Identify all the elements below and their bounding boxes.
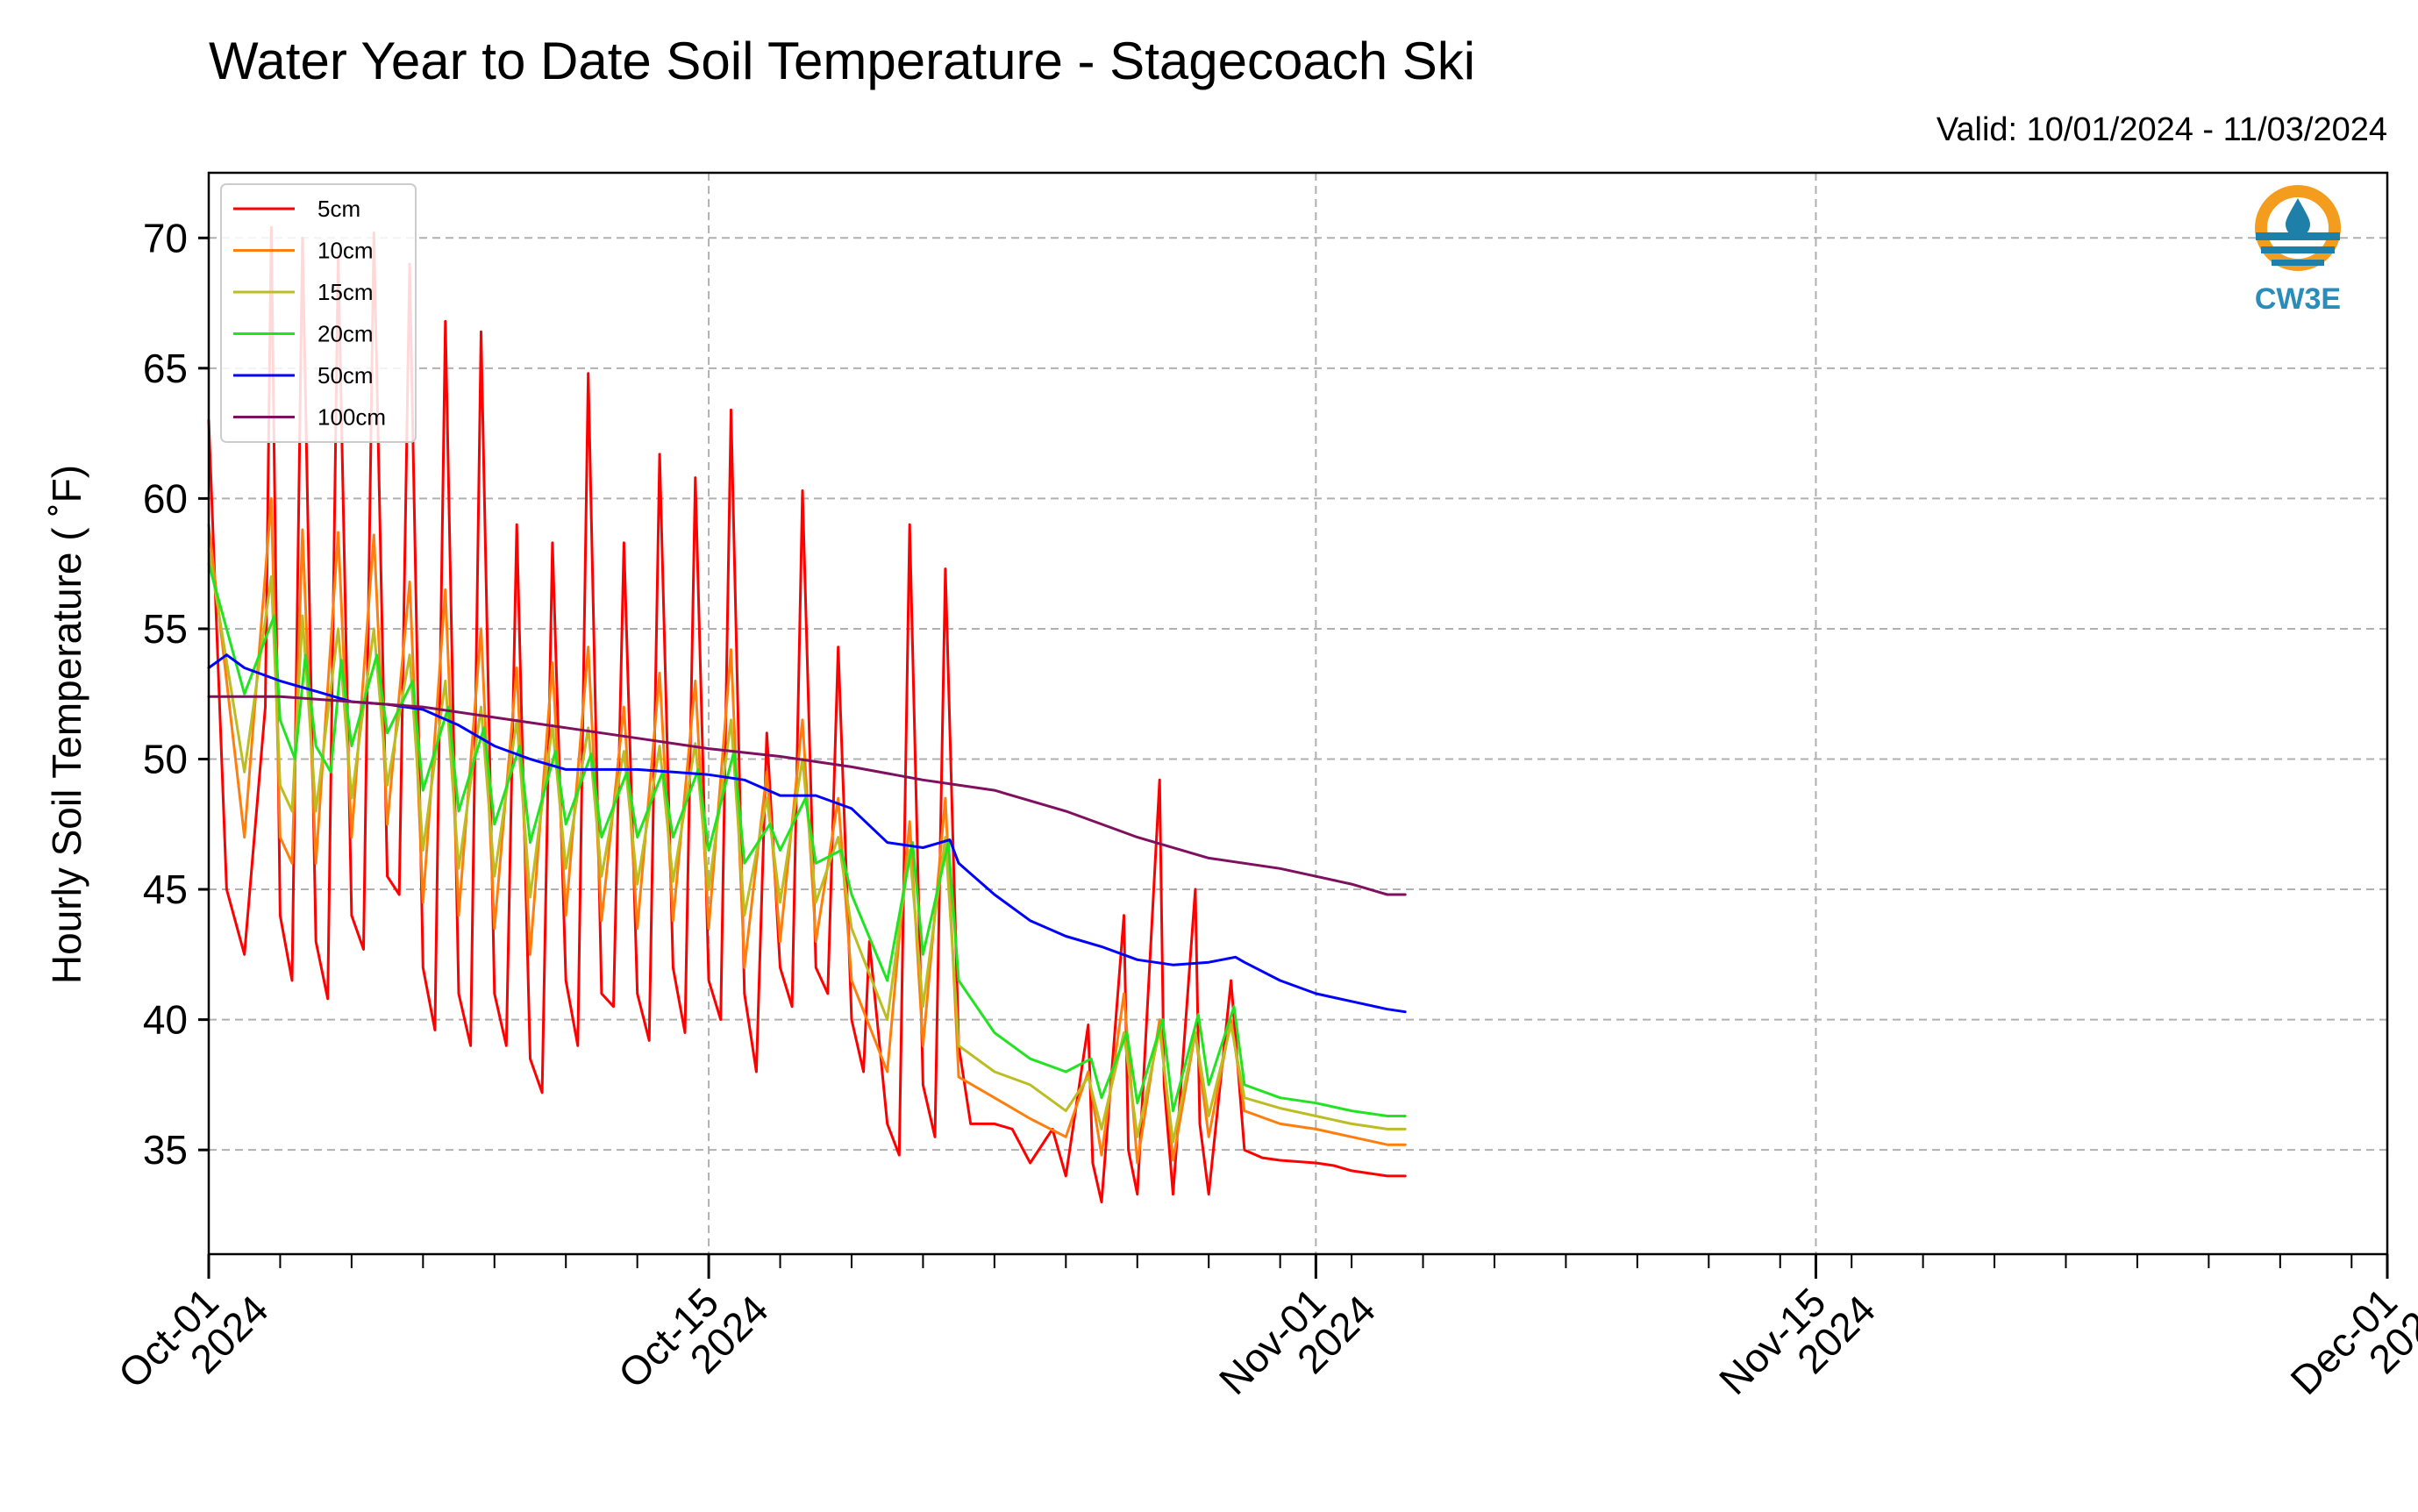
legend-label-50cm: 50cm	[317, 362, 374, 389]
chart-figure: Water Year to Date Soil Temperature - St…	[0, 0, 2418, 1508]
chart-title: Water Year to Date Soil Temperature - St…	[209, 32, 1475, 90]
y-tick-label: 50	[143, 736, 188, 781]
legend: 5cm 10cm 15cm 20cm 50cm 100cm	[221, 184, 416, 442]
series-line-50cm	[209, 655, 1405, 1012]
grid	[209, 173, 2387, 1254]
chart-canvas: Water Year to Date Soil Temperature - St…	[0, 0, 2418, 1508]
legend-label-5cm: 5cm	[317, 196, 360, 222]
y-tick-label: 70	[143, 215, 188, 260]
series-line-10cm	[209, 498, 1405, 1163]
logo-water-3	[2272, 260, 2324, 266]
y-tick-label: 35	[143, 1127, 188, 1173]
y-axis-label: Hourly Soil Temperature ( ˚F)	[44, 465, 89, 984]
y-tick-label: 55	[143, 606, 188, 652]
legend-label-10cm: 10cm	[317, 238, 374, 264]
plot-frame	[209, 173, 2387, 1254]
logo-text: CW3E	[2255, 282, 2341, 316]
droplet-icon	[2286, 198, 2310, 237]
legend-label-20cm: 20cm	[317, 321, 374, 347]
legend-label-100cm: 100cm	[317, 404, 386, 431]
y-tick-label: 45	[143, 867, 188, 912]
cw3e-logo: CW3E	[2255, 191, 2341, 316]
legend-label-15cm: 15cm	[317, 279, 374, 305]
y-tick-label: 60	[143, 475, 188, 521]
chart-subtitle: Valid: 10/01/2024 - 11/03/2024	[1937, 111, 2387, 148]
logo-water-2	[2261, 246, 2335, 253]
y-tick-label: 40	[143, 997, 188, 1043]
y-tick-label: 65	[143, 346, 188, 391]
